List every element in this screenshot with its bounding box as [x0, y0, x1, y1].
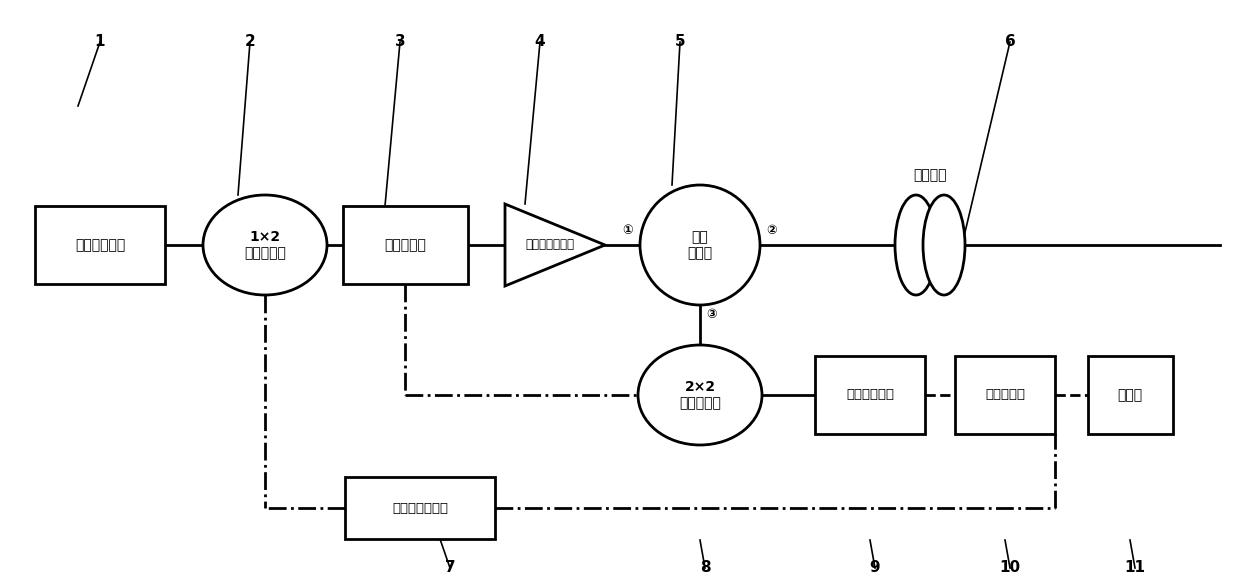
FancyBboxPatch shape — [1087, 356, 1173, 434]
Text: 数据采集卡: 数据采集卡 — [985, 389, 1025, 401]
Text: 9: 9 — [869, 560, 880, 575]
FancyBboxPatch shape — [815, 356, 925, 434]
Text: 2×2
光纤耦合器: 2×2 光纤耦合器 — [680, 380, 720, 410]
Text: 4: 4 — [534, 34, 546, 49]
Text: 10: 10 — [999, 560, 1021, 575]
Text: 光纤
环形器: 光纤 环形器 — [687, 230, 713, 260]
FancyBboxPatch shape — [955, 356, 1055, 434]
Ellipse shape — [895, 195, 937, 295]
FancyBboxPatch shape — [345, 477, 495, 539]
Text: 11: 11 — [1125, 560, 1146, 575]
Text: ②: ② — [766, 223, 777, 237]
FancyBboxPatch shape — [342, 206, 467, 284]
Text: 窄线宽激光器: 窄线宽激光器 — [74, 238, 125, 252]
Text: 计算机: 计算机 — [1117, 388, 1142, 402]
Text: ③: ③ — [707, 309, 717, 321]
Text: ①: ① — [622, 223, 634, 237]
Text: 2: 2 — [244, 34, 255, 49]
Text: 5: 5 — [675, 34, 686, 49]
Text: 平衡光探测器: 平衡光探测器 — [846, 389, 894, 401]
Polygon shape — [505, 204, 605, 286]
Text: 任意波形发生器: 任意波形发生器 — [392, 502, 448, 514]
Circle shape — [640, 185, 760, 305]
Text: 6: 6 — [1004, 34, 1016, 49]
Ellipse shape — [203, 195, 327, 295]
Text: 声光调制器: 声光调制器 — [384, 238, 425, 252]
Text: 1×2
光纤耦合器: 1×2 光纤耦合器 — [244, 230, 286, 260]
Text: 1: 1 — [94, 34, 105, 49]
Ellipse shape — [923, 195, 965, 295]
Text: 传感光纤: 传感光纤 — [913, 168, 947, 182]
Text: 8: 8 — [699, 560, 711, 575]
Ellipse shape — [639, 345, 763, 445]
FancyBboxPatch shape — [35, 206, 165, 284]
Text: 7: 7 — [445, 560, 455, 575]
Text: 掺铒光纤放大器: 掺铒光纤放大器 — [526, 238, 574, 252]
Text: 3: 3 — [394, 34, 405, 49]
